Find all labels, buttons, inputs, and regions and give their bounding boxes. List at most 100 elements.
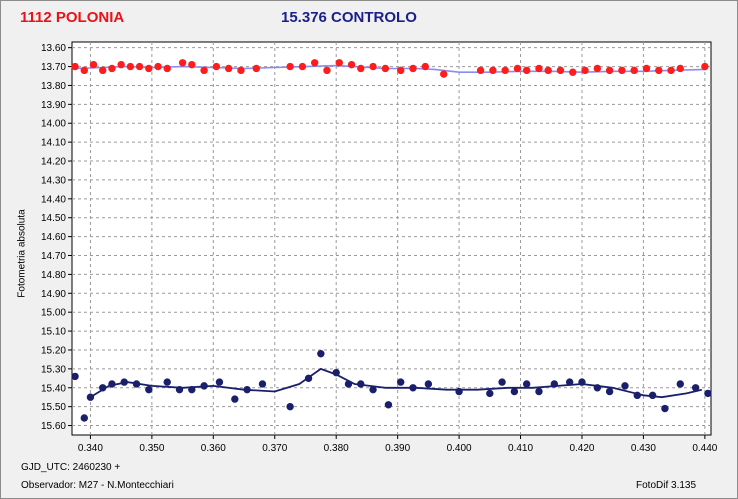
- data-point-target: [224, 64, 233, 73]
- data-point-target: [556, 66, 565, 75]
- data-point-comparison: [286, 402, 294, 411]
- y-tick-label: 14.70: [41, 251, 66, 262]
- observer-label: Observador: M27 - N.Montecchiari: [21, 480, 174, 491]
- y-tick-label: 15.60: [41, 421, 66, 432]
- data-point-target: [347, 60, 356, 69]
- data-point-target: [369, 62, 377, 71]
- data-point-comparison: [369, 385, 377, 394]
- y-tick-label: 14.90: [41, 289, 66, 300]
- data-point-target: [701, 62, 709, 71]
- data-point-target: [489, 66, 497, 75]
- data-point-comparison: [175, 385, 184, 394]
- data-point-comparison: [163, 378, 171, 386]
- data-point-comparison: [535, 387, 543, 396]
- plot-area: [71, 41, 712, 436]
- data-point-comparison: [304, 374, 313, 383]
- data-point-comparison: [317, 350, 325, 358]
- data-point-comparison: [498, 378, 506, 386]
- data-point-comparison: [344, 380, 353, 388]
- x-tick-label: 0.340: [78, 443, 103, 454]
- x-tick-label: 0.360: [201, 443, 226, 454]
- gjd-label: GJD_UTC: 2460230 +: [21, 462, 121, 473]
- data-point-comparison: [522, 380, 531, 388]
- y-tick-label: 13.60: [41, 43, 66, 54]
- data-point-comparison: [578, 378, 586, 386]
- data-point-comparison: [71, 372, 79, 381]
- data-point-target: [593, 64, 602, 73]
- x-tick-label: 0.420: [569, 443, 594, 454]
- y-tick-label: 14.60: [41, 232, 66, 243]
- data-point-comparison: [676, 380, 684, 388]
- x-tick-label: 0.430: [631, 443, 656, 454]
- data-point-target: [126, 62, 135, 71]
- y-tick-label: 14.00: [41, 119, 66, 130]
- data-point-target: [618, 66, 626, 75]
- data-point-target: [655, 66, 663, 75]
- x-tick-label: 0.390: [385, 443, 410, 454]
- y-tick-label: 15.40: [41, 383, 66, 394]
- data-point-target: [440, 70, 448, 78]
- data-point-comparison: [633, 391, 641, 400]
- data-point-comparison: [593, 384, 602, 392]
- data-point-target: [145, 64, 153, 73]
- data-point-target: [212, 62, 221, 71]
- y-tick-label: 15.20: [41, 345, 66, 356]
- data-point-target: [535, 64, 543, 73]
- y-tick-label: 13.90: [41, 100, 66, 111]
- data-point-target: [310, 59, 319, 67]
- trend-line-comparison: [89, 367, 703, 399]
- data-point-comparison: [145, 385, 153, 394]
- data-point-target: [569, 68, 577, 76]
- x-tick-label: 0.380: [324, 443, 349, 454]
- data-point-target: [667, 66, 675, 75]
- y-tick-label: 14.80: [41, 270, 66, 281]
- data-point-comparison: [258, 380, 267, 388]
- y-tick-label: 13.80: [41, 81, 66, 92]
- data-point-target: [605, 66, 614, 75]
- y-tick-label: 14.30: [41, 175, 66, 186]
- x-tick-label: 0.400: [447, 443, 472, 454]
- data-point-comparison: [455, 387, 463, 396]
- data-point-comparison: [188, 385, 196, 394]
- data-point-target: [178, 59, 187, 67]
- data-point-comparison: [397, 378, 405, 386]
- chart-title-target: 1112 POLONIA: [20, 9, 125, 26]
- data-point-target: [154, 62, 162, 71]
- data-point-target: [237, 66, 245, 75]
- data-point-target: [117, 60, 125, 69]
- data-point-comparison: [120, 378, 128, 386]
- data-point-target: [99, 66, 107, 75]
- data-point-comparison: [424, 380, 433, 388]
- data-point-target: [581, 66, 589, 75]
- data-point-comparison: [565, 378, 574, 386]
- data-point-target: [89, 60, 98, 69]
- data-point-target: [642, 64, 651, 73]
- x-tick-label: 0.350: [139, 443, 164, 454]
- data-point-target: [421, 62, 429, 71]
- data-point-target: [501, 66, 509, 75]
- data-point-comparison: [486, 389, 494, 398]
- x-tick-label: 0.440: [692, 443, 717, 454]
- y-tick-label: 14.50: [41, 213, 66, 224]
- data-point-target: [676, 64, 684, 73]
- data-point-target: [522, 66, 531, 75]
- data-point-comparison: [215, 378, 224, 386]
- data-point-comparison: [691, 384, 700, 392]
- data-point-target: [409, 64, 417, 73]
- data-point-target: [357, 64, 365, 73]
- software-version: FotoDif 3.135: [636, 480, 697, 491]
- series-layer: [71, 59, 712, 422]
- data-point-target: [630, 66, 638, 75]
- y-tick-label: 15.10: [41, 327, 66, 338]
- data-point-comparison: [231, 395, 239, 403]
- data-point-comparison: [332, 368, 340, 377]
- data-point-comparison: [200, 382, 208, 390]
- data-point-target: [298, 62, 307, 71]
- data-point-target: [323, 66, 331, 75]
- data-point-target: [135, 62, 144, 71]
- data-point-target: [513, 64, 522, 73]
- data-point-target: [188, 60, 196, 69]
- data-point-comparison: [86, 393, 95, 401]
- y-tick-label: 15.30: [41, 364, 66, 375]
